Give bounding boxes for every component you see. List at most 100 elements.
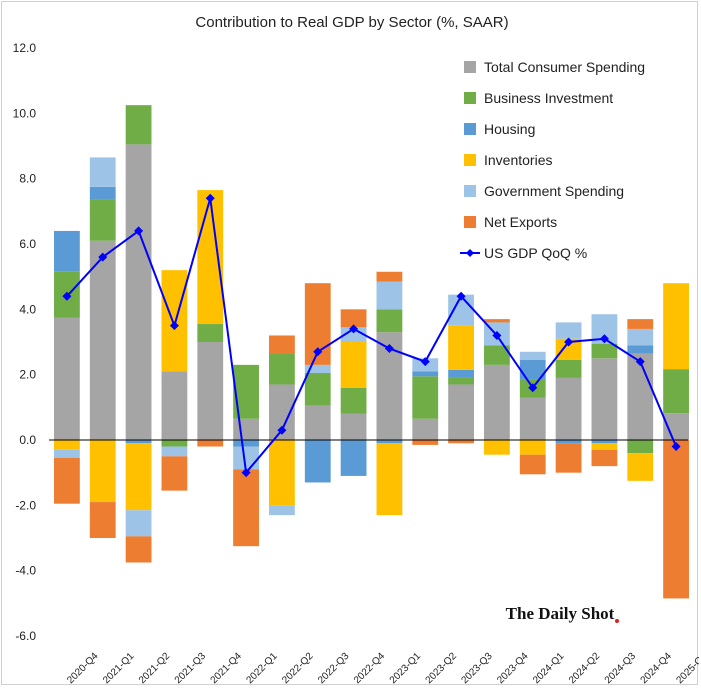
bar-segment — [197, 190, 224, 325]
bar-segment — [591, 449, 618, 467]
bar-segment — [555, 443, 582, 473]
bar-segment — [89, 199, 116, 241]
bar-segment — [412, 418, 439, 440]
x-tick-label: 2023-Q4 — [495, 651, 531, 686]
y-tick-label: 2.0 — [19, 368, 36, 382]
y-tick-label: 6.0 — [19, 237, 36, 251]
bar-segment — [555, 322, 582, 339]
bar-segment — [591, 343, 618, 359]
bar-segment — [340, 342, 367, 388]
x-tick-label: 2021-Q4 — [209, 651, 245, 686]
bars-layer — [54, 105, 689, 599]
watermark-logo: The Daily Shot — [506, 604, 615, 623]
bar-segment — [233, 440, 259, 447]
bar-segment — [89, 157, 116, 187]
legend-label: Net Exports — [484, 214, 557, 230]
bar-segment — [519, 454, 546, 475]
bar-segment — [627, 319, 654, 329]
bar-segment — [89, 186, 116, 200]
bar-segment — [125, 536, 152, 563]
bar-segment — [54, 440, 80, 450]
bar-segment — [125, 105, 152, 145]
bar-segment — [627, 328, 654, 346]
bar-segment — [555, 338, 582, 360]
bar-segment — [340, 327, 367, 342]
bar-segment — [125, 443, 152, 511]
bar-segment — [161, 440, 188, 447]
bar-segment — [89, 502, 116, 538]
x-tick-label: 2022-Q1 — [244, 651, 280, 686]
x-tick-label: 2020-Q4 — [65, 651, 101, 686]
bar-segment — [519, 359, 546, 380]
legend-swatch — [464, 216, 476, 228]
bar-segment — [161, 270, 188, 372]
bar-segment — [54, 449, 80, 458]
legend-label: US GDP QoQ % — [484, 245, 587, 261]
y-tick-label: 4.0 — [19, 302, 36, 316]
gdp-point — [492, 330, 502, 340]
bar-segment — [376, 309, 403, 333]
bar-segment — [663, 369, 689, 414]
bar-segment — [376, 443, 403, 516]
bar-segment — [161, 446, 188, 457]
bar-segment — [89, 240, 116, 440]
bar-segment — [412, 440, 439, 445]
x-tick-label: 2024-Q1 — [531, 651, 567, 686]
x-tick-label: 2024-Q3 — [603, 651, 639, 686]
bar-segment — [376, 281, 403, 310]
legend-swatch — [464, 92, 476, 104]
gdp-point — [528, 383, 538, 393]
x-tick-label: 2023-Q1 — [388, 651, 424, 686]
y-tick-label: 0.0 — [19, 433, 36, 447]
bar-segment — [663, 283, 689, 370]
bar-segment — [412, 371, 439, 377]
x-tick-label: 2021-Q2 — [137, 651, 173, 686]
bar-segment — [448, 440, 474, 444]
bar-segment — [54, 317, 80, 440]
bar-segment — [340, 387, 367, 414]
bar-segment — [304, 440, 331, 483]
gdp-point — [635, 357, 645, 367]
bar-segment — [197, 324, 224, 342]
bar-segment — [125, 510, 152, 537]
x-tick-label: 2021-Q1 — [101, 651, 137, 686]
bar-segment — [448, 384, 474, 440]
bar-segment — [340, 440, 367, 476]
y-tick-label: 10.0 — [13, 106, 37, 120]
legend-label: Inventories — [484, 152, 552, 168]
gdp-point — [599, 334, 609, 344]
bar-segment — [519, 397, 546, 440]
gdp-point — [134, 226, 144, 236]
x-tick-label: 2025-Q1 — [674, 651, 699, 686]
legend-label: Total Consumer Spending — [484, 59, 645, 75]
y-tick-label: -6.0 — [15, 629, 36, 643]
bar-segment — [484, 440, 510, 455]
legend-label: Government Spending — [484, 183, 624, 199]
bar-segment — [197, 440, 224, 447]
legend-swatch — [464, 61, 476, 73]
x-tick-label: 2021-Q3 — [173, 651, 209, 686]
x-tick-label: 2022-Q4 — [352, 651, 388, 686]
bar-segment — [555, 377, 582, 440]
bar-segment — [627, 353, 654, 440]
y-tick-label: -2.0 — [15, 498, 36, 512]
gdp-point — [98, 252, 108, 262]
gdp-point — [456, 291, 466, 301]
bar-segment — [125, 440, 152, 444]
bar-segment — [304, 405, 331, 440]
y-tick-label: -4.0 — [15, 564, 36, 578]
bar-segment — [448, 369, 474, 378]
bar-segment — [519, 351, 546, 360]
gdp-point — [169, 321, 179, 331]
bar-segment — [627, 440, 654, 454]
bar-segment — [269, 440, 295, 506]
gdp-point — [241, 468, 251, 478]
bar-segment — [269, 505, 295, 516]
bar-segment — [627, 453, 654, 481]
gdp-point — [384, 344, 394, 354]
bar-segment — [663, 440, 689, 599]
x-tick-label: 2022-Q3 — [316, 651, 352, 686]
legend-label: Business Investment — [484, 90, 613, 106]
y-tick-label: 8.0 — [19, 172, 36, 186]
bar-segment — [269, 335, 295, 354]
